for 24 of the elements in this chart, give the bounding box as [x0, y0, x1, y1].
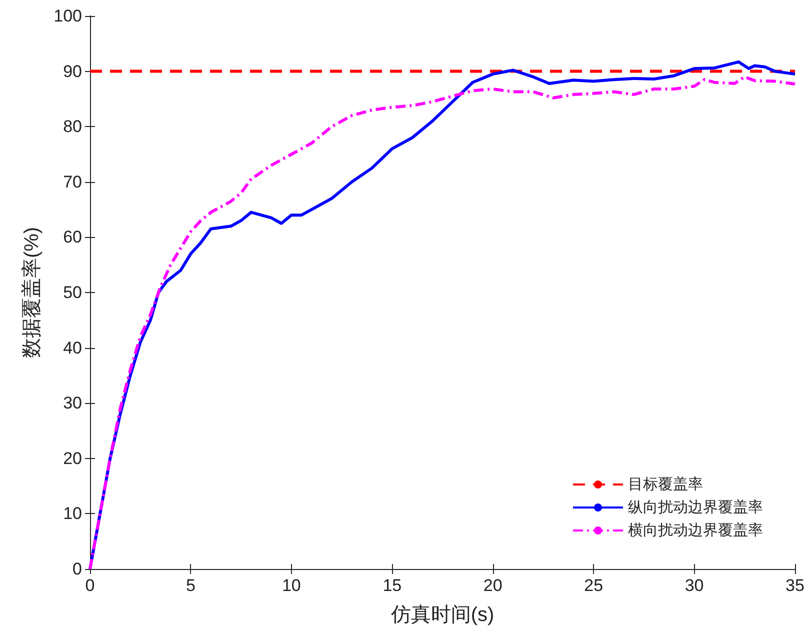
- x-tick-label: 15: [382, 576, 402, 595]
- y-axis-title: 数据覆盖率(%): [20, 226, 43, 358]
- x-tick-label: 10: [282, 576, 301, 595]
- y-tick-label: 90: [63, 62, 82, 81]
- x-axis-title: 仿真时间(s): [390, 604, 494, 626]
- x-tick-label: 25: [584, 576, 604, 595]
- y-tick-label: 100: [54, 6, 82, 26]
- legend-label: 纵向扰动边界覆盖率: [628, 499, 763, 516]
- y-tick-label: 80: [63, 117, 82, 136]
- legend-label: 横向扰动边界覆盖率: [628, 522, 763, 539]
- y-tick-label: 40: [63, 338, 82, 358]
- y-tick-label: 0: [72, 560, 82, 578]
- y-tick-label: 50: [63, 283, 82, 302]
- y-tick-label: 70: [63, 172, 82, 192]
- x-tick-label: 5: [186, 576, 196, 595]
- x-tick-label: 0: [85, 576, 95, 595]
- legend-label: 目标覆盖率: [628, 476, 703, 493]
- y-tick-label: 20: [63, 448, 82, 468]
- x-tick-label: 20: [483, 576, 502, 595]
- y-tick-label: 30: [63, 394, 82, 413]
- y-tick-label: 10: [63, 504, 82, 524]
- x-tick-label: 35: [786, 576, 804, 595]
- x-tick-label: 30: [684, 576, 704, 595]
- y-tick-label: 60: [63, 228, 82, 247]
